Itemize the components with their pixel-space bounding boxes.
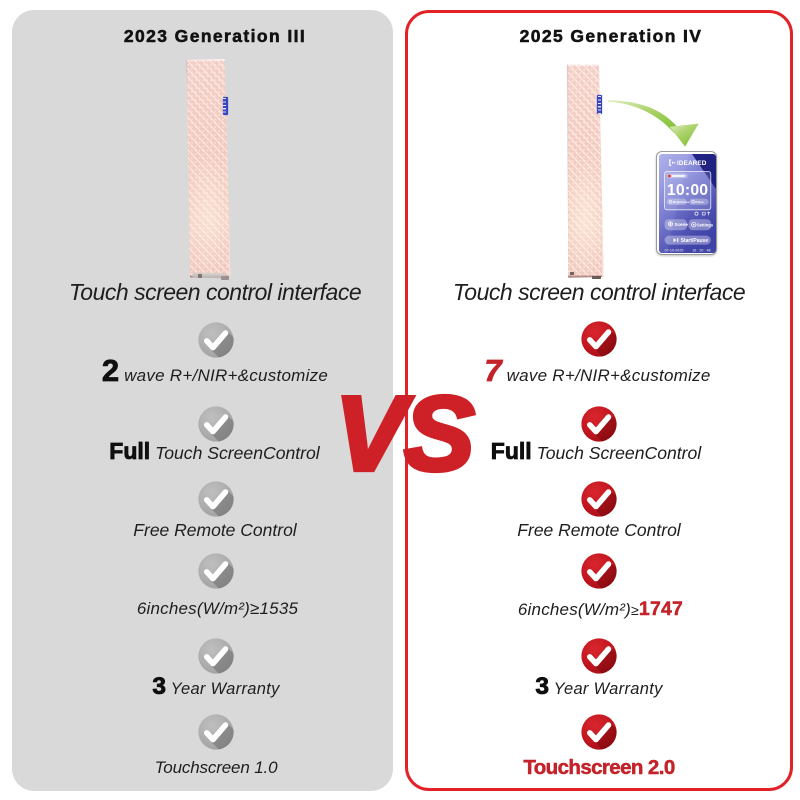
svg-text:07-10-2025: 07-10-2025: [664, 249, 683, 253]
svg-text:Settings: Settings: [697, 222, 714, 227]
svg-text:10:00: 10:00: [667, 182, 708, 199]
svg-text:Pulse: Pulse: [695, 200, 704, 204]
svg-text:Start/Pause: Start/Pause: [680, 238, 708, 244]
svg-text:IDEARED: IDEARED: [677, 160, 707, 167]
svg-text:Scene: Scene: [674, 222, 688, 227]
svg-text:Brightness: Brightness: [673, 200, 689, 204]
svg-text:16 : 20 : 48: 16 : 20 : 48: [692, 249, 710, 253]
